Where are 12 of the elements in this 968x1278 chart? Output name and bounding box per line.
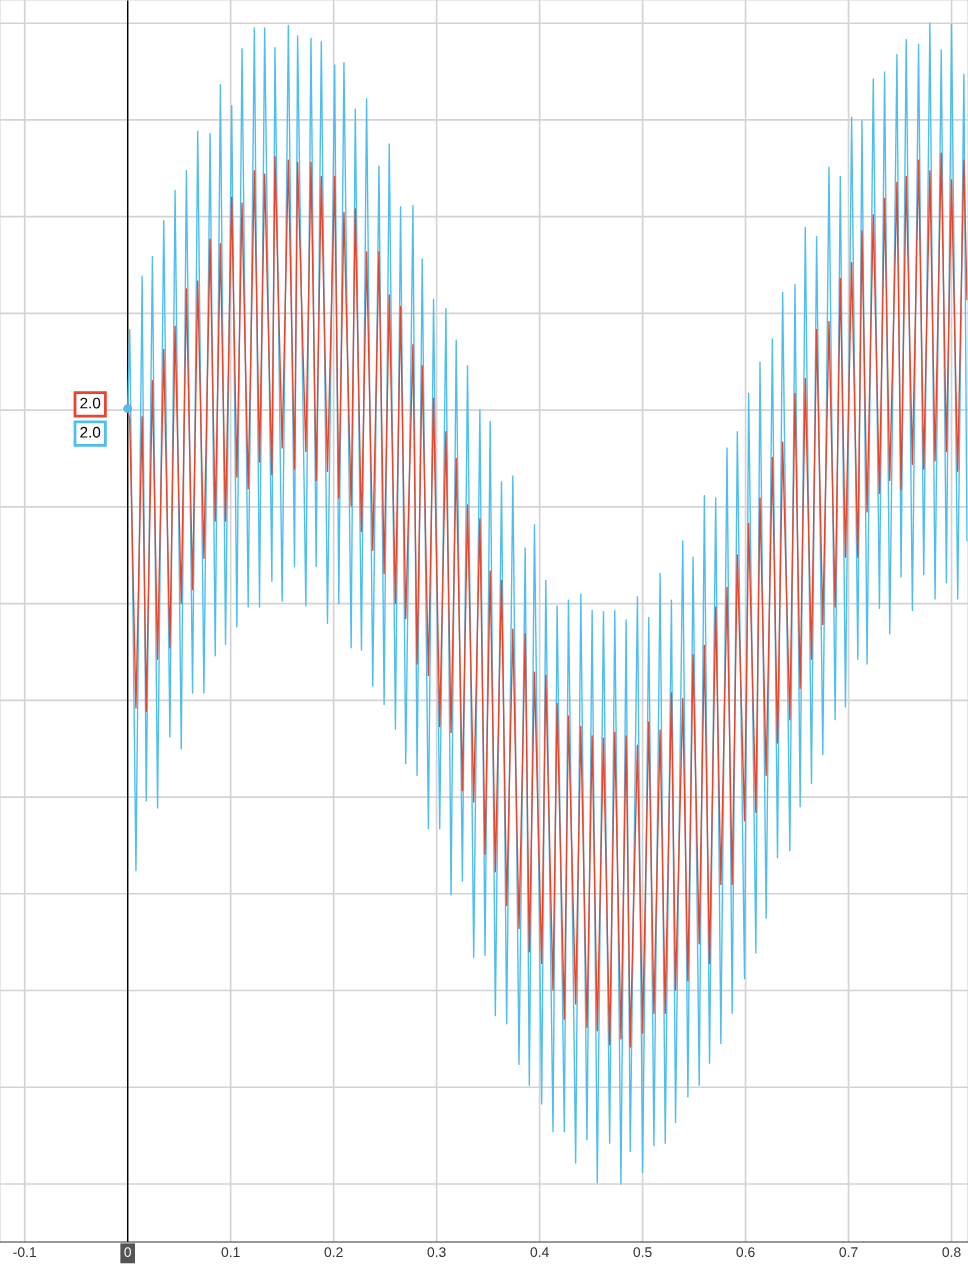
x-tick-label: 0.4 bbox=[530, 1247, 549, 1258]
x-tick-label: 0.6 bbox=[736, 1247, 755, 1258]
x-tick-label: 0.8 bbox=[942, 1247, 961, 1258]
x-tick-label: 0.5 bbox=[633, 1247, 652, 1258]
x-tick-label: 0 bbox=[124, 1247, 132, 1258]
x-tick-label: 0.7 bbox=[839, 1247, 858, 1258]
annotation: 2.0 bbox=[80, 397, 101, 409]
x-tick-label: 0.2 bbox=[324, 1247, 343, 1258]
x-tick-label: -0.1 bbox=[13, 1247, 36, 1258]
x-tick-label: 0.3 bbox=[427, 1247, 446, 1258]
annotation: 2.0 bbox=[80, 426, 101, 438]
x-tick-label: 0.1 bbox=[221, 1247, 240, 1258]
